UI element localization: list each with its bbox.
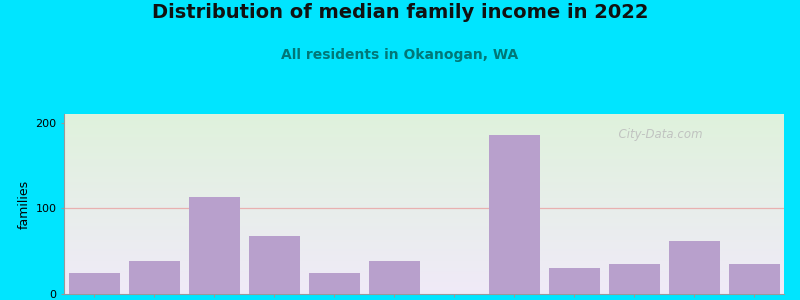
Bar: [369, 261, 419, 294]
Bar: [729, 264, 779, 294]
Bar: [669, 241, 719, 294]
Y-axis label: families: families: [18, 179, 31, 229]
Bar: [489, 135, 539, 294]
Bar: [69, 273, 119, 294]
Bar: [609, 264, 659, 294]
Bar: [249, 236, 299, 294]
Text: All residents in Okanogan, WA: All residents in Okanogan, WA: [282, 48, 518, 62]
Text: Distribution of median family income in 2022: Distribution of median family income in …: [152, 3, 648, 22]
Text: City-Data.com: City-Data.com: [611, 128, 703, 141]
Bar: [549, 268, 599, 294]
Bar: [129, 261, 179, 294]
Bar: [309, 273, 359, 294]
Bar: [189, 197, 239, 294]
